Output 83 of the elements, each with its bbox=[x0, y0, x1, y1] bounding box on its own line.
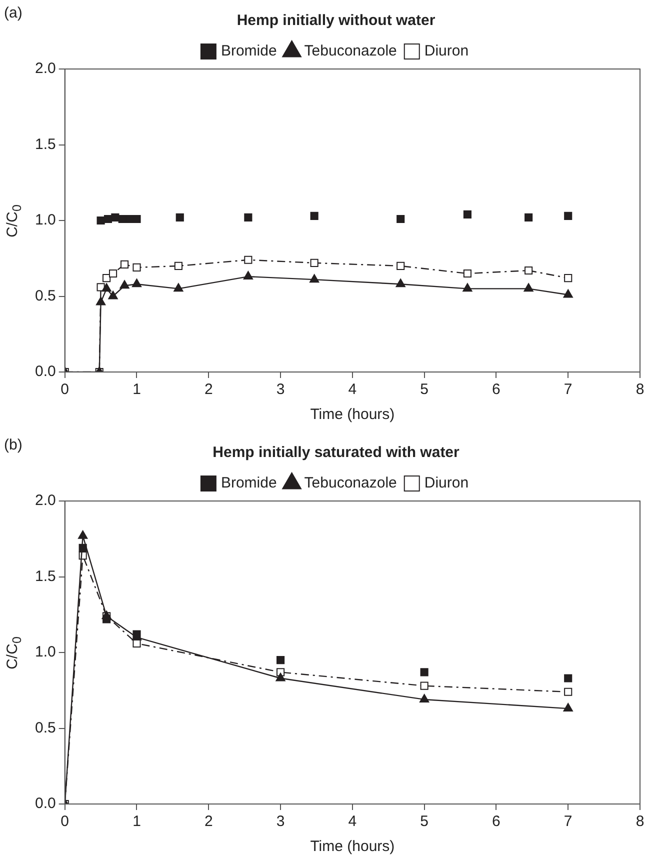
point bbox=[174, 262, 182, 270]
point bbox=[120, 280, 130, 289]
point bbox=[524, 266, 533, 275]
x-axis-title: Time (hours) bbox=[310, 838, 395, 856]
point bbox=[420, 668, 428, 676]
point bbox=[396, 262, 405, 270]
point bbox=[176, 213, 184, 222]
point bbox=[111, 213, 120, 222]
legend-label: Tebuconazole bbox=[304, 42, 397, 60]
y-tick-label: 1.0 bbox=[34, 212, 56, 229]
point bbox=[564, 688, 572, 696]
point bbox=[524, 283, 534, 292]
point bbox=[564, 212, 572, 220]
chart-title: Hemp initially saturated with water bbox=[212, 444, 460, 462]
point bbox=[96, 296, 106, 306]
x-tick-label: 3 bbox=[276, 813, 285, 830]
legend-label: Diuron bbox=[424, 42, 469, 60]
x-tick-label: 8 bbox=[636, 381, 644, 398]
x-tick-label: 2 bbox=[204, 813, 213, 830]
y-tick-label: 0.5 bbox=[34, 287, 56, 304]
point bbox=[563, 703, 573, 712]
point bbox=[276, 656, 285, 664]
point bbox=[243, 271, 254, 280]
point bbox=[462, 283, 472, 292]
point bbox=[132, 278, 142, 288]
point bbox=[309, 274, 320, 283]
point bbox=[102, 283, 112, 292]
legend-label: Bromide bbox=[220, 474, 277, 492]
y-tick-label: 1.5 bbox=[34, 136, 56, 153]
point bbox=[276, 672, 286, 682]
y-tick-label: 1.0 bbox=[34, 644, 56, 661]
x-tick-label: 6 bbox=[492, 813, 500, 830]
point bbox=[310, 258, 318, 267]
x-tick-label: 4 bbox=[348, 381, 357, 398]
point bbox=[463, 269, 472, 278]
x-tick-label: 7 bbox=[564, 381, 572, 398]
text: (b) bbox=[4, 436, 22, 454]
x-tick-label: 1 bbox=[132, 813, 141, 830]
legend-label: Tebuconazole bbox=[304, 474, 397, 492]
point bbox=[78, 544, 87, 552]
x-tick-label: 5 bbox=[420, 813, 428, 830]
point bbox=[132, 214, 141, 224]
point bbox=[120, 260, 129, 268]
point bbox=[524, 213, 533, 222]
y-tick-label: 2.0 bbox=[34, 492, 56, 510]
x-tick-label: 2 bbox=[204, 381, 213, 398]
point bbox=[108, 290, 118, 300]
legend-label: Diuron bbox=[424, 474, 469, 492]
y-tick-label: 0.0 bbox=[34, 363, 56, 380]
chart-title: Hemp initially without water bbox=[236, 12, 436, 30]
y-tick-label: 0.0 bbox=[34, 795, 56, 812]
point bbox=[244, 213, 252, 222]
x-tick-label: 1 bbox=[132, 381, 141, 398]
x-tick-label: 4 bbox=[348, 813, 357, 830]
point bbox=[564, 674, 572, 682]
y-tick-label: 2.0 bbox=[34, 60, 56, 78]
y-tick-label: 1.5 bbox=[34, 568, 56, 585]
point bbox=[396, 278, 406, 288]
legend-label: Bromide bbox=[220, 42, 277, 60]
x-tick-label: 0 bbox=[60, 813, 70, 830]
x-tick-label: 3 bbox=[276, 381, 285, 398]
x-tick-label: 0 bbox=[60, 381, 70, 398]
point bbox=[563, 289, 573, 298]
point bbox=[132, 639, 141, 648]
x-tick-label: 8 bbox=[636, 813, 644, 830]
point bbox=[310, 212, 318, 220]
x-axis-title: Time (hours) bbox=[310, 406, 395, 424]
point bbox=[132, 263, 141, 272]
x-tick-label: 7 bbox=[564, 813, 572, 830]
point bbox=[174, 283, 184, 292]
point bbox=[564, 274, 572, 282]
x-tick-label: 6 bbox=[492, 381, 500, 398]
text: (a) bbox=[4, 4, 22, 22]
point bbox=[396, 214, 405, 224]
point bbox=[420, 682, 428, 690]
y-tick-label: 0.5 bbox=[34, 719, 56, 736]
point bbox=[102, 274, 111, 282]
point bbox=[463, 210, 472, 218]
point bbox=[419, 694, 430, 702]
x-tick-label: 5 bbox=[420, 381, 428, 398]
point bbox=[108, 269, 118, 278]
point bbox=[244, 256, 252, 264]
point bbox=[102, 615, 111, 624]
